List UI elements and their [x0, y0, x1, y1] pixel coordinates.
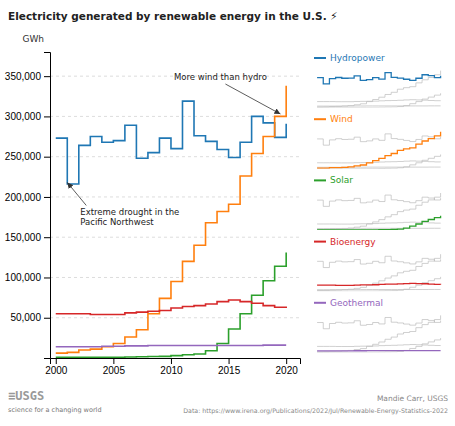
y-axis-label: GWh	[22, 34, 44, 44]
series-line	[56, 253, 286, 358]
inset-line	[317, 132, 441, 168]
x-tick-label: 2000	[45, 365, 68, 376]
y-tick-mark	[44, 318, 50, 319]
y-tick-label: 50,000	[10, 312, 41, 323]
chart: Electricity generated by renewable energ…	[0, 0, 455, 426]
legend-label: Wind	[330, 114, 353, 124]
y-tick: 50,000	[10, 312, 50, 323]
x-tick-mark	[229, 358, 230, 364]
inset-line	[317, 73, 441, 84]
inset-chart	[317, 71, 441, 108]
legend-label: Hydropower	[330, 53, 385, 63]
inset-chart	[317, 132, 441, 169]
y-tick-mark	[44, 277, 50, 278]
annotation: Extreme drought in thePacific Northwest	[80, 207, 179, 227]
y-tick-label: 250,000	[5, 151, 42, 162]
inset-line	[317, 345, 441, 347]
x-tick: 2000	[45, 358, 68, 376]
inset-chart	[317, 254, 441, 291]
y-tick-mark	[44, 157, 50, 158]
lines	[56, 86, 286, 358]
annotation-line: Extreme drought in the	[80, 207, 179, 217]
inset-line	[317, 350, 441, 352]
legend-swatch	[314, 302, 326, 304]
inset-line	[317, 283, 441, 285]
x-tick-mark	[286, 358, 287, 364]
footer: ≡USGS science for a changing world Mandie …	[8, 389, 448, 415]
y-tick-label: 100,000	[5, 272, 42, 283]
inset-line	[317, 289, 441, 290]
footer-right: Data: https://www.irena.org/Publications…	[183, 407, 448, 415]
annotation-line: Pacific Northwest	[80, 217, 154, 227]
y-tick-mark	[44, 197, 50, 198]
inset-line	[317, 277, 441, 291]
inset-chart	[317, 193, 441, 230]
grid-line	[50, 237, 300, 238]
y-tick: 250,000	[5, 151, 50, 162]
grid-line	[50, 317, 300, 318]
legend-swatch	[314, 57, 326, 59]
legend: Hydropower Wind Solar Bioenergy Geothermal	[314, 53, 441, 352]
legend-swatch	[314, 179, 326, 181]
inset-chart	[317, 315, 441, 352]
inset-line	[317, 338, 441, 352]
y-tick: 350,000	[5, 71, 50, 82]
x-tick-label: 2005	[103, 365, 126, 376]
y-tick-mark	[44, 116, 50, 117]
y-tick: 100,000	[5, 272, 50, 283]
y-tick-mark	[44, 76, 50, 77]
series-line	[56, 345, 286, 347]
y-tick-mark	[44, 237, 50, 238]
x-tick: 2015	[218, 358, 241, 376]
inset-line	[317, 71, 441, 107]
footer-right: Mandie Carr, USGS	[377, 394, 448, 403]
inset-line	[317, 105, 441, 106]
y-tick-label: 300,000	[5, 111, 42, 122]
y-tick: 300,000	[5, 111, 50, 122]
footer-left: science for a changing world	[8, 406, 102, 414]
legend-swatch	[314, 241, 326, 243]
grid-line	[50, 277, 300, 278]
inset-line	[317, 315, 441, 351]
x-tick-mark	[171, 358, 172, 364]
legend-swatch	[314, 118, 326, 120]
title: Electricity generated by renewable energ…	[8, 10, 338, 22]
y-tick-label: 350,000	[5, 71, 42, 82]
annotations: More wind than hydro Extreme drought in t…	[67, 72, 280, 227]
inset-line	[317, 216, 441, 230]
series-line	[56, 300, 286, 314]
x-tick: 2010	[160, 358, 183, 376]
legend-label: Bioenergy	[330, 237, 376, 247]
legend-label: Solar	[330, 175, 353, 185]
inset-line	[317, 93, 441, 107]
grid-line	[50, 196, 300, 197]
y-axis: 50,000 100,000 150,000 200,000 250,000 300,00…	[5, 53, 51, 359]
x-tick-mark	[113, 358, 114, 364]
inset-line	[317, 228, 441, 229]
x-tick: 2020	[276, 358, 299, 376]
legend-label: Geothermal	[330, 298, 383, 308]
grid-line	[50, 156, 300, 157]
x-tick-label: 2020	[276, 365, 299, 376]
x-tick-label: 2015	[218, 365, 241, 376]
inset-line	[317, 193, 441, 229]
x-tick-label: 2010	[160, 365, 183, 376]
annotation-line: More wind than hydro	[174, 72, 267, 82]
annotation-arrow	[225, 84, 280, 114]
inset-line	[317, 154, 441, 168]
y-tick: 150,000	[5, 232, 50, 243]
annotation-arrow	[67, 182, 86, 205]
annotation: More wind than hydro	[174, 72, 267, 82]
footer-left: ≡USGS	[8, 389, 44, 403]
inset-line	[317, 100, 441, 102]
x-axis: 2000 2005 2010 2015 2020	[45, 358, 300, 376]
x-tick: 2005	[103, 358, 126, 376]
y-tick-label: 200,000	[5, 192, 42, 203]
inset-line	[317, 254, 441, 290]
y-tick: 200,000	[5, 192, 50, 203]
y-axis-line	[44, 53, 51, 359]
x-tick-mark	[56, 358, 57, 364]
x-axis-line	[51, 359, 301, 365]
y-tick-label: 150,000	[5, 232, 42, 243]
